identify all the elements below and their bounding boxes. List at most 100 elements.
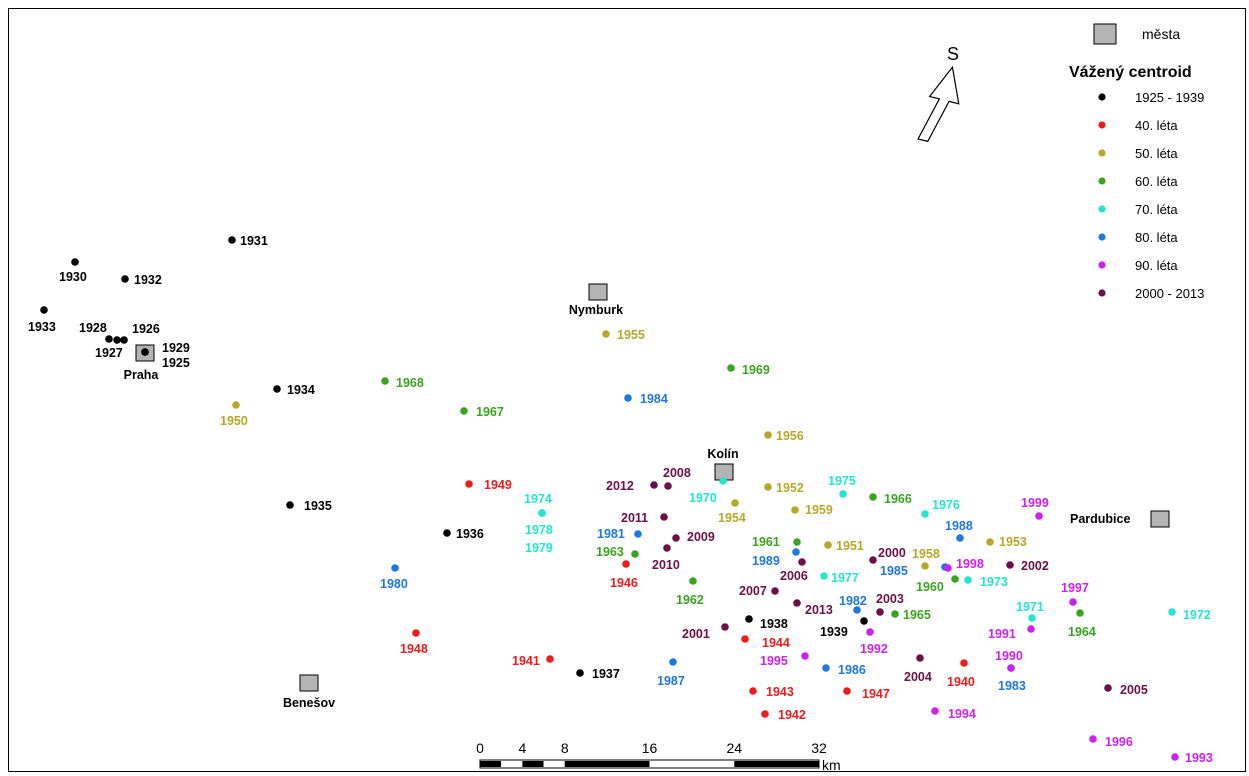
cities-layer: Praha Nymburk Kolín Pardubice Benešov	[124, 283, 1170, 710]
centroid-label: 2005	[1120, 683, 1148, 697]
centroid-label: 2002	[1021, 559, 1049, 573]
centroid-label: 1975	[828, 474, 856, 488]
centroid-point	[986, 538, 994, 546]
centroid-label: 1932	[134, 273, 162, 287]
scale-bar-segment	[543, 761, 565, 767]
map-frame	[8, 8, 1246, 772]
centroid-point	[286, 501, 294, 509]
city-label: Nymburk	[569, 303, 623, 317]
centroid-point	[822, 664, 830, 672]
scale-tick-label: 8	[561, 740, 569, 756]
centroid-label: 1943	[766, 685, 794, 699]
centroid-point	[634, 530, 642, 538]
centroid-point	[660, 513, 668, 521]
centroid-point	[71, 258, 79, 266]
centroid-point	[624, 394, 632, 402]
centroid-point	[443, 529, 451, 537]
centroid-label: 1948	[400, 642, 428, 656]
centroid-label: 1938	[760, 617, 788, 631]
scale-bar-segment	[501, 761, 523, 767]
scale-bar-segment	[649, 761, 735, 767]
centroid-point	[1171, 753, 1179, 761]
centroid-point	[141, 348, 149, 356]
scale-tick-label: 0	[476, 740, 484, 756]
centroid-point	[602, 330, 610, 338]
centroid-label: 1997	[1061, 581, 1089, 595]
centroid-label: 1929	[162, 341, 190, 355]
centroid-point	[1006, 561, 1014, 569]
centroid-point	[745, 615, 753, 623]
centroid-label: 1963	[596, 545, 624, 559]
centroid-point	[232, 401, 240, 409]
centroid-point	[721, 623, 729, 631]
legend-swatch	[1098, 233, 1106, 241]
centroid-label: 1961	[752, 535, 780, 549]
centroid-point	[921, 562, 929, 570]
centroid-label: 2003	[876, 592, 904, 606]
centroid-label: 1928	[79, 321, 107, 335]
centroid-point	[727, 364, 735, 372]
centroid-point	[669, 658, 677, 666]
centroid-point	[663, 544, 671, 552]
centroid-label: 2009	[687, 530, 715, 544]
centroid-label: 1988	[945, 519, 973, 533]
centroid-label: 1972	[1183, 608, 1211, 622]
city-symbol	[1150, 510, 1170, 528]
centroid-label: 1980	[380, 577, 408, 591]
centroid-point	[1028, 614, 1036, 622]
centroid-label: 1989	[752, 554, 780, 568]
centroid-point	[916, 654, 924, 662]
centroid-label: 1987	[657, 674, 685, 688]
centroid-point	[820, 572, 828, 580]
centroid-label: 1950	[220, 414, 248, 428]
centroid-point	[944, 564, 952, 572]
centroid-point	[381, 377, 389, 385]
centroid-label: 1944	[762, 636, 790, 650]
centroid-label: 1971	[1016, 600, 1044, 614]
centroid-label: 1959	[805, 503, 833, 517]
centroid-label: 1984	[640, 392, 668, 406]
centroid-point	[121, 275, 129, 283]
centroid-point	[465, 480, 473, 488]
centroid-label: 1986	[838, 663, 866, 677]
centroid-label: 1969	[742, 363, 770, 377]
centroid-label: 1974	[524, 492, 552, 506]
centroid-point	[853, 606, 861, 614]
centroid-label: 1999	[1021, 496, 1049, 510]
city-symbol	[588, 283, 608, 301]
centroid-label: 1991	[988, 627, 1016, 641]
centroid-point	[120, 336, 128, 344]
centroid-label: 1939	[820, 625, 848, 639]
centroid-point	[960, 659, 968, 667]
centroid-label: 1995	[760, 654, 788, 668]
centroid-label: 2000	[878, 546, 906, 560]
centroid-point	[869, 493, 877, 501]
centroid-label: 1925	[162, 356, 190, 370]
centroid-label: 1981	[597, 527, 625, 541]
centroid-label: 2007	[739, 584, 767, 598]
centroid-label: 1993	[1185, 751, 1213, 765]
legend: města Vážený centroid 1925 - 1939 40. lét…	[1069, 23, 1204, 301]
centroid-label: 1951	[836, 539, 864, 553]
centroid-label: 1937	[592, 667, 620, 681]
north-arrow: S	[917, 44, 960, 143]
centroid-point	[801, 652, 809, 660]
centroid-point	[113, 336, 121, 344]
centroid-label: 1941	[512, 654, 540, 668]
legend-entry-label: 90. léta	[1135, 258, 1178, 273]
centroid-point	[860, 617, 868, 625]
centroid-point	[1076, 609, 1084, 617]
centroid-point	[391, 564, 399, 572]
centroid-point	[273, 385, 281, 393]
centroid-label: 2006	[780, 569, 808, 583]
centroid-point	[40, 306, 48, 314]
centroid-label: 2010	[652, 558, 680, 572]
centroid-point	[1089, 735, 1097, 743]
scale-bar-segment	[734, 761, 819, 767]
centroid-label: 1958	[912, 547, 940, 561]
centroid-point	[876, 608, 884, 616]
centroid-point	[793, 538, 801, 546]
centroid-point	[791, 506, 799, 514]
centroid-point	[650, 481, 658, 489]
